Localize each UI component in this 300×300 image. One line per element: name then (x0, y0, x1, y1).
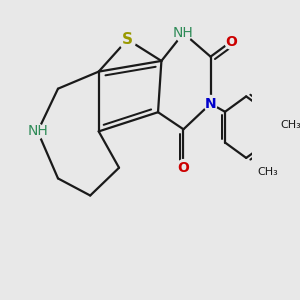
Circle shape (176, 23, 191, 43)
Text: CH₃: CH₃ (281, 120, 300, 130)
Text: NH: NH (27, 124, 48, 138)
Circle shape (204, 95, 217, 112)
Text: CH₃: CH₃ (257, 167, 278, 177)
Circle shape (119, 29, 136, 50)
Circle shape (225, 34, 237, 49)
Text: N: N (205, 97, 216, 111)
Text: O: O (225, 35, 237, 49)
Text: O: O (178, 161, 189, 175)
Circle shape (32, 124, 44, 139)
Text: NH: NH (173, 26, 194, 40)
Text: S: S (122, 32, 133, 47)
Circle shape (177, 160, 190, 176)
